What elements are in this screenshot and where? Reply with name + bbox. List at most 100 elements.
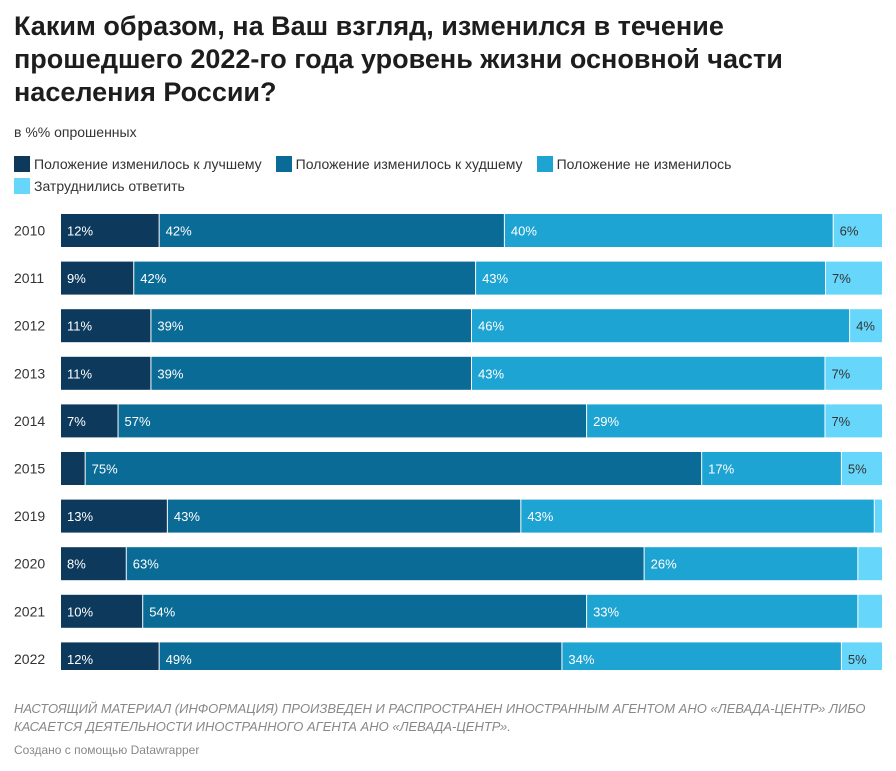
bar-segment [143,594,587,628]
bar-segment [126,547,644,581]
legend-swatch [14,156,30,172]
stacked-bar-chart: 2010 12% 42% 40% 6% 2011 9% 42% 43% 7% 2012 11% 39% 4… [14,214,882,670]
bar-segment [562,642,841,670]
bar-segment [61,309,151,343]
data-label: 43% [478,366,504,381]
bar-segment [476,261,826,295]
bar-segment [504,214,833,247]
data-label: 7% [832,271,851,286]
bar-segment [159,642,562,670]
bar-segment [702,452,841,485]
bar-segment [61,356,151,390]
bar-segment [134,261,476,295]
bar-segment [833,214,882,247]
legend-swatch [275,156,292,172]
bar-segment [841,452,882,485]
bar-segment [472,309,850,343]
bar-segment [151,356,472,390]
data-label: 39% [157,319,183,334]
data-label: 12% [67,652,93,667]
data-label: 12% [67,224,93,239]
bar-segment [61,261,134,295]
category-label: 2022 [14,651,45,667]
data-label: 29% [593,414,619,429]
bar-segment [472,356,825,390]
legend-label: Положение не изменилось [556,156,732,172]
data-label: 6% [840,224,859,239]
data-label: 7% [831,414,850,429]
bar-segment [587,594,858,628]
data-label: 26% [651,557,677,572]
legend-item: Положение не изменилось [536,156,732,172]
bar-segment [841,642,882,670]
bar-segment [874,499,882,533]
bar-segment [167,499,521,533]
legend-item: Положение изменилось к лучшему [14,156,262,172]
data-label: 4% [856,319,875,334]
category-label: 2010 [14,223,45,239]
bar-segment [858,547,882,581]
bar-segment [151,309,472,343]
category-label: 2015 [14,461,45,477]
foreign-agent-notice: НАСТОЯЩИЙ МАТЕРИАЛ (ИНФОРМАЦИЯ) ПРОИЗВЕД… [14,701,866,734]
chart-legend: Положение изменилось к лучшему Положение … [14,156,884,194]
bar-segment [61,214,159,247]
legend-label: Затруднились ответить [34,178,185,194]
data-label: 63% [133,557,159,572]
bar-segment [61,594,143,628]
data-label: 11% [67,366,92,381]
category-label: 2021 [14,603,45,619]
bar-segment [118,404,587,438]
legend-swatch [14,178,30,194]
category-label: 2012 [14,318,45,334]
data-label: 33% [593,604,619,619]
data-label: 11% [67,319,92,334]
data-label: 8% [67,557,86,572]
bar-segment [587,404,825,438]
bar-segment [825,404,882,438]
data-label: 43% [174,509,200,524]
data-label: 5% [848,652,867,667]
bar-segment [61,404,118,438]
category-label: 2019 [14,508,45,524]
data-label: 7% [831,366,850,381]
data-label: 49% [166,652,192,667]
bar-segment [159,214,504,247]
bar-segment [61,499,167,533]
bar-segment [61,642,159,670]
legend-item: Положение изменилось к худшему [275,156,523,172]
bar-segment [61,547,126,581]
data-label: 9% [67,271,86,286]
category-label: 2013 [14,365,45,381]
bar-segment [850,309,882,343]
bar-segment [521,499,874,533]
category-label: 2020 [14,556,45,572]
datawrapper-credit: Создано с помощью Datawrapper [14,743,200,757]
legend-label: Положение изменилось к худшему [295,156,523,172]
data-label: 5% [848,462,867,477]
data-label: 17% [708,462,734,477]
data-label: 40% [511,224,537,239]
data-label: 7% [67,414,86,429]
data-label: 34% [568,652,594,667]
data-label: 75% [92,462,118,477]
data-label: 13% [67,509,93,524]
data-label: 42% [140,271,166,286]
data-label: 42% [166,224,192,239]
bar-segment [825,356,882,390]
data-label: 46% [478,319,504,334]
data-label: 54% [149,604,175,619]
legend-item: Затруднились ответить [14,178,185,194]
bar-segment [85,452,702,485]
bar-segment [644,547,858,581]
category-label: 2014 [14,413,45,429]
bar-segment [826,261,882,295]
chart-subtitle: в %% опрошенных [14,124,137,140]
data-label: 39% [157,366,183,381]
chart-title: Каким образом, на Ваш взгляд, изменился … [14,11,783,107]
category-label: 2011 [14,270,44,286]
legend-swatch [536,156,553,172]
data-label: 57% [125,414,151,429]
data-label: 10% [67,604,93,619]
legend-label: Положение изменилось к лучшему [34,156,262,172]
